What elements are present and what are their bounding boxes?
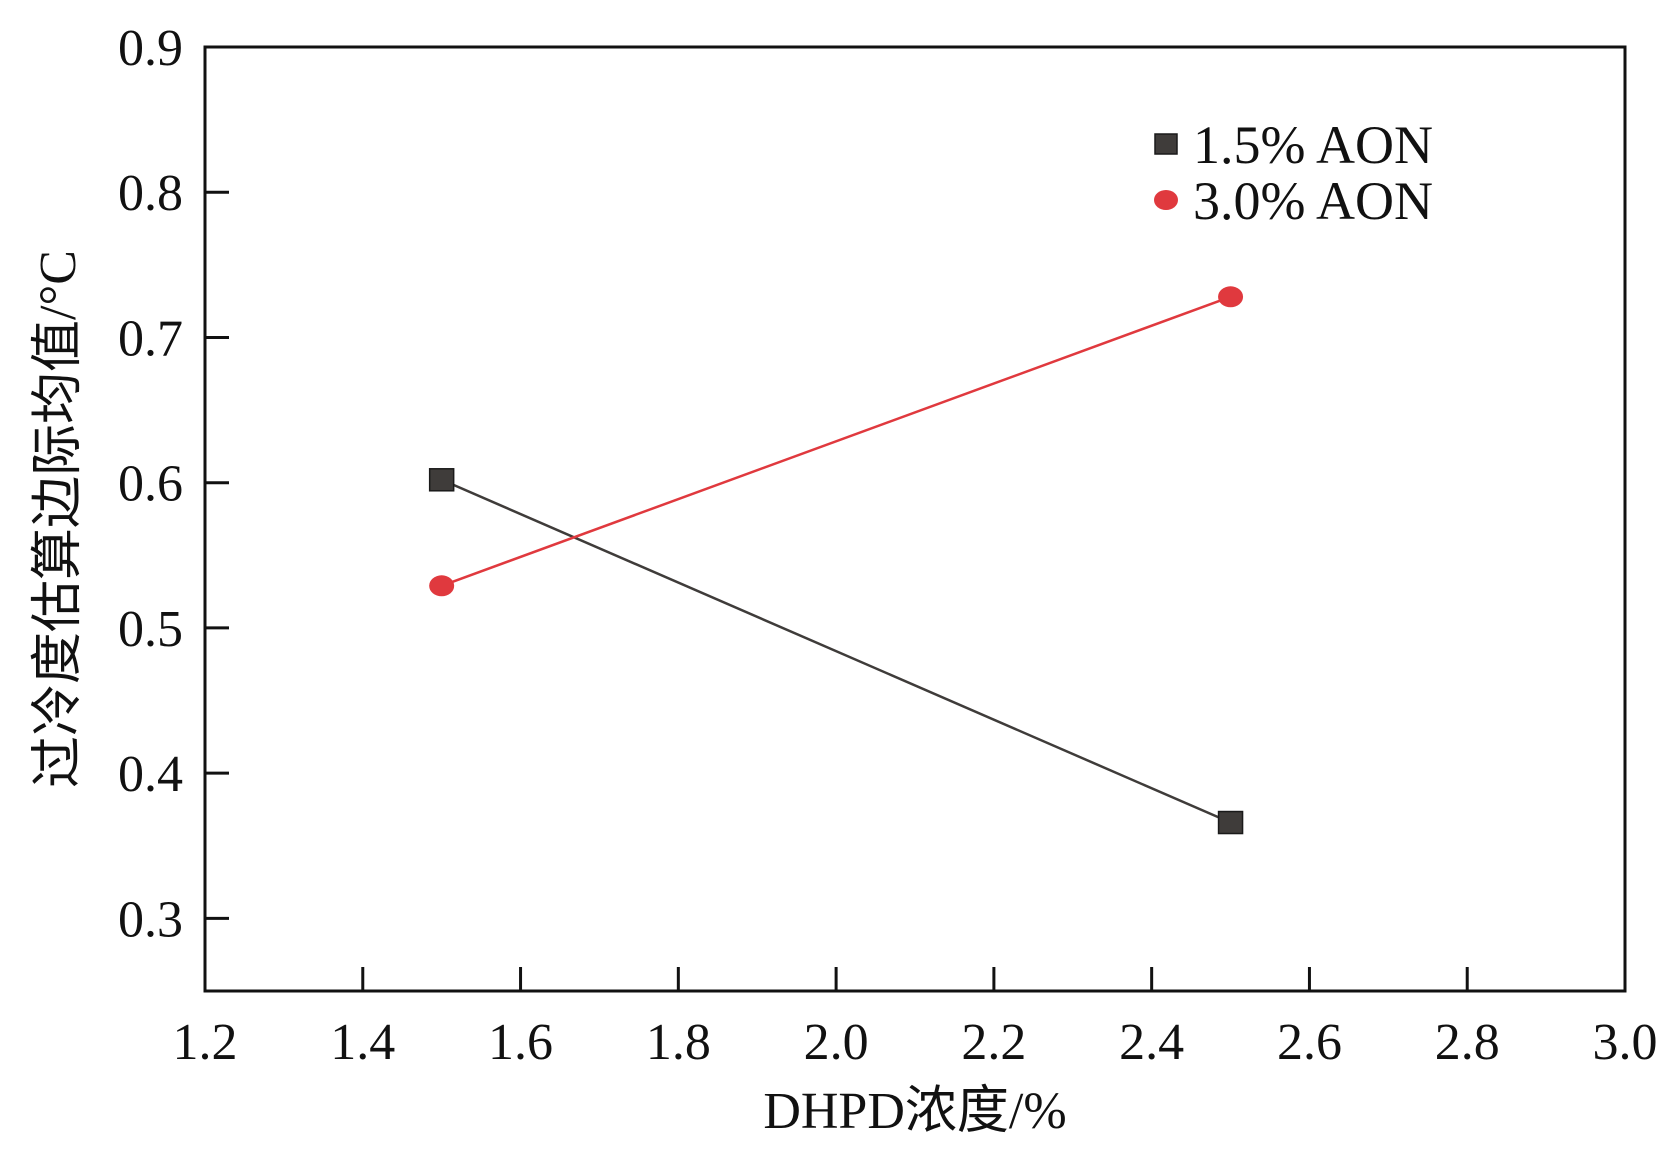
y-axis-label: 过冷度估算边际均值/°C <box>30 250 87 788</box>
x-tick-label: 2.2 <box>961 1014 1026 1071</box>
data-point-circle <box>429 575 455 597</box>
x-tick-label: 3.0 <box>1593 1014 1658 1071</box>
series-layer <box>428 286 1244 835</box>
legend-label: 1.5% AON <box>1193 115 1433 175</box>
plot-area-frame <box>203 45 1627 993</box>
y-tick-label: 0.3 <box>118 891 183 948</box>
x-tick-label: 1.6 <box>488 1014 553 1071</box>
legend-marker-square <box>1154 133 1178 155</box>
legend-marker-circle <box>1154 190 1178 210</box>
x-tick-label: 2.6 <box>1277 1014 1342 1071</box>
y-tick-label: 0.6 <box>118 456 183 513</box>
x-tick-label: 2.8 <box>1435 1014 1500 1071</box>
y-tick-label: 0.4 <box>118 746 183 803</box>
y-tick-label: 0.5 <box>118 601 183 658</box>
y-tick-label: 0.7 <box>118 310 183 367</box>
series-line-2 <box>441 295 1231 587</box>
x-tick-label: 1.4 <box>330 1014 395 1071</box>
x-tick-label: 1.2 <box>173 1014 238 1071</box>
legend-label: 3.0% AON <box>1193 171 1433 231</box>
x-tick-label: 1.8 <box>646 1014 711 1071</box>
y-axis: 0.3 0.4 0.5 0.6 0.7 0.8 0.9 <box>118 20 229 948</box>
data-point-circle <box>1218 286 1244 308</box>
y-tick-label: 0.9 <box>118 20 183 77</box>
y-tick-label: 0.8 <box>118 165 183 222</box>
data-point-square <box>428 468 455 492</box>
series-line-1 <box>441 478 1232 824</box>
x-axis-label: DHPD浓度/% <box>763 1083 1066 1140</box>
x-tick-label: 2.0 <box>804 1014 869 1071</box>
data-point-square <box>1217 810 1244 835</box>
x-axis: 1.2 1.4 1.6 1.8 2.0 2.2 2.4 2.6 2.8 3.0 <box>173 967 1658 1071</box>
x-tick-label: 2.4 <box>1119 1014 1184 1071</box>
